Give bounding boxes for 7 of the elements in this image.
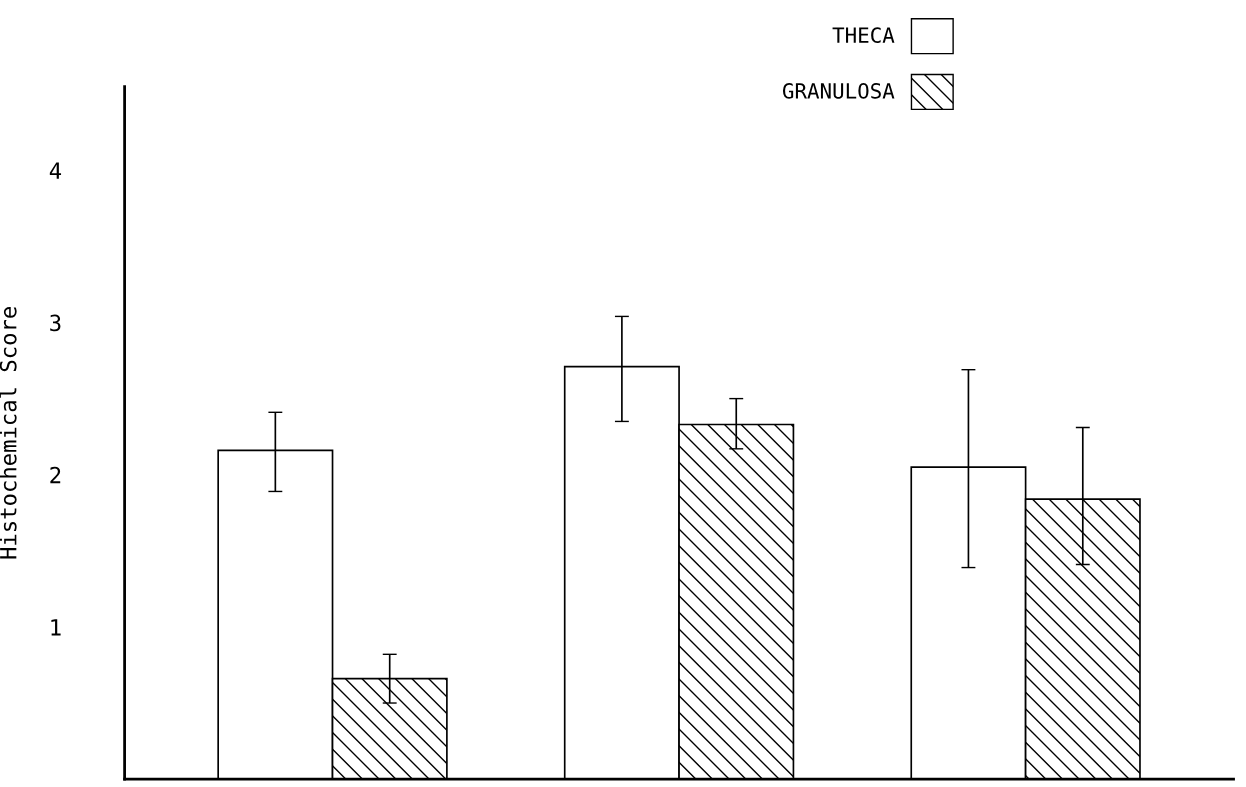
y-tick-label: 3 <box>50 314 61 332</box>
y-tick-label: 4 <box>49 162 62 179</box>
legend-label: GRANULOSA <box>782 82 895 99</box>
legend-label: THECA <box>832 27 895 43</box>
y-tick-label: 2 <box>50 466 61 484</box>
y-tick-label: 1 <box>51 619 61 636</box>
y-axis-title: Histochemical Score <box>0 307 17 559</box>
